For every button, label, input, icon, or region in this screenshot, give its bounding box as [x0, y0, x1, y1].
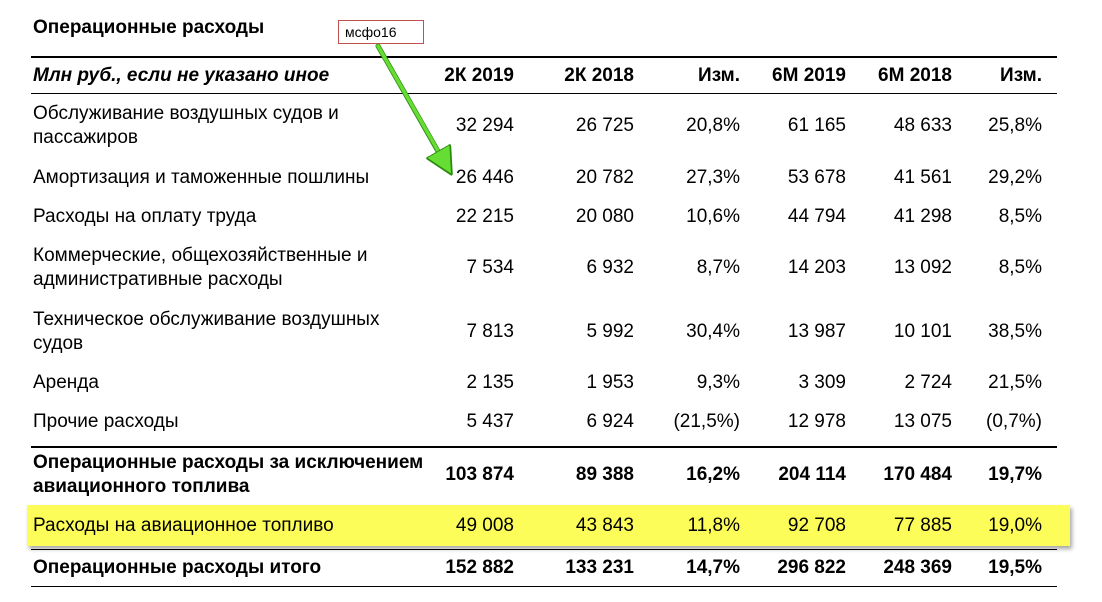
cell-6m-2019: 53 678 — [787, 167, 846, 188]
cell-q-change: 10,6% — [686, 206, 740, 227]
cell-6m-2019: 12 978 — [787, 411, 846, 432]
total-rule — [31, 549, 1057, 550]
cell-q2-2018: 133 231 — [565, 557, 634, 578]
cell-6m-2018: 13 075 — [893, 411, 952, 432]
cell-6m-change: 19,7% — [988, 464, 1042, 485]
table-row: Расходы на оплату труда 22 215 20 080 10… — [0, 203, 1102, 231]
header-rule — [31, 93, 1057, 94]
cell-6m-change: 29,2% — [988, 167, 1042, 188]
cell-q2-2019: 26 446 — [455, 167, 514, 188]
cell-q-change: 16,2% — [686, 464, 740, 485]
header-col-q2-2019: 2К 2019 — [444, 65, 514, 86]
table-row: Обслуживание воздушных судов и пассажиро… — [0, 101, 1102, 151]
cell-6m-2019: 296 822 — [777, 557, 846, 578]
cell-6m-2019: 204 114 — [778, 464, 846, 485]
cell-q2-2019: 7 813 — [466, 321, 514, 342]
cell-6m-change: 8,5% — [998, 257, 1042, 278]
row-label: Расходы на авиационное топливо — [33, 515, 334, 536]
fuel-row: Расходы на авиационное топливо 49 008 43… — [0, 511, 1102, 541]
cell-q2-2019: 103 874 — [445, 464, 514, 485]
table-row: Техническое обслуживание воздушных судов… — [0, 307, 1102, 357]
row-label: Обслуживание воздушных судов и пассажиро… — [33, 103, 339, 148]
cell-q-change: (21,5%) — [673, 411, 740, 432]
cell-6m-change: 8,5% — [998, 206, 1042, 227]
table-row: Прочие расходы 5 437 6 924 (21,5%) 12 97… — [0, 408, 1102, 436]
cell-q2-2018: 5 992 — [586, 321, 634, 342]
cell-6m-change: 19,0% — [988, 515, 1042, 536]
cell-6m-2019: 13 987 — [787, 321, 846, 342]
cell-q2-2019: 7 534 — [466, 257, 514, 278]
cell-6m-2019: 92 708 — [787, 515, 846, 536]
cell-6m-change: 19,5% — [988, 557, 1042, 578]
table-row: Амортизация и таможенные пошлины 26 446 … — [0, 164, 1102, 192]
total-row: Операционные расходы итого 152 882 133 2… — [0, 553, 1102, 583]
cell-q2-2018: 26 725 — [575, 115, 634, 136]
cell-q2-2019: 152 882 — [445, 557, 514, 578]
cell-q2-2018: 1 953 — [586, 372, 634, 393]
cell-q-change: 11,8% — [687, 515, 740, 536]
cell-q2-2019: 32 294 — [455, 115, 514, 136]
row-label: Прочие расходы — [33, 411, 179, 432]
subtotal-rule — [31, 446, 1057, 448]
cell-6m-change: 21,5% — [988, 372, 1042, 393]
table-row: Коммерческие, общехозяйственные и админи… — [0, 243, 1102, 293]
table-row: Аренда 2 135 1 953 9,3% 3 309 2 724 21,5… — [0, 369, 1102, 397]
cell-q2-2019: 2 135 — [466, 372, 514, 393]
cell-6m-2018: 13 092 — [893, 257, 952, 278]
cell-q-change: 9,3% — [696, 372, 740, 393]
cell-q2-2018: 43 843 — [575, 515, 634, 536]
row-label: Аренда — [33, 372, 99, 393]
cell-6m-2018: 48 633 — [893, 115, 952, 136]
header-label: Млн руб., если не указано иное — [33, 65, 330, 86]
cell-q2-2018: 20 080 — [575, 206, 634, 227]
table-header-row: Млн руб., если не указано иное 2К 2019 2… — [0, 60, 1102, 92]
header-col-6m-2019: 6М 2019 — [772, 65, 846, 86]
fuel-row-highlight — [27, 505, 1070, 546]
cell-6m-2019: 44 794 — [787, 206, 846, 227]
cell-6m-2018: 10 101 — [893, 321, 952, 342]
cell-q-change: 8,7% — [696, 257, 740, 278]
cell-6m-2019: 14 203 — [787, 257, 846, 278]
cell-6m-2018: 2 724 — [904, 372, 952, 393]
cell-q2-2018: 6 932 — [586, 257, 634, 278]
cell-6m-change: (0,7%) — [986, 411, 1042, 432]
cell-q-change: 30,4% — [686, 321, 740, 342]
cell-q-change: 20,8% — [686, 115, 740, 136]
row-label: Расходы на оплату труда — [33, 206, 257, 227]
cell-q-change: 27,3% — [686, 167, 740, 188]
cell-6m-2019: 61 165 — [787, 115, 846, 136]
top-rule — [31, 56, 1057, 58]
bottom-rule — [31, 586, 1057, 587]
cell-6m-change: 38,5% — [988, 321, 1042, 342]
cell-q2-2019: 49 008 — [455, 515, 514, 536]
row-label: Операционные расходы итого — [33, 557, 322, 578]
row-label: Коммерческие, общехозяйственные и админи… — [33, 245, 368, 290]
table-title: Операционные расходы — [33, 17, 265, 38]
cell-q2-2018: 6 924 — [586, 411, 634, 432]
row-label: Техническое обслуживание воздушных судов — [33, 309, 380, 354]
cell-6m-change: 25,8% — [988, 115, 1042, 136]
cell-6m-2018: 170 484 — [883, 464, 952, 485]
row-label: Операционные расходы за исключением авиа… — [33, 452, 424, 497]
subtotal-row: Операционные расходы за исключением авиа… — [0, 450, 1102, 500]
cell-6m-2018: 41 298 — [893, 206, 952, 227]
cell-q2-2018: 89 388 — [575, 464, 634, 485]
header-col-6m-change: Изм. — [1000, 65, 1042, 86]
cell-q2-2019: 22 215 — [455, 206, 514, 227]
cell-q2-2018: 20 782 — [575, 167, 634, 188]
row-label: Амортизация и таможенные пошлины — [33, 167, 370, 188]
header-col-q-change: Изм. — [698, 65, 740, 86]
cell-6m-2018: 248 369 — [883, 557, 952, 578]
cell-6m-2018: 77 885 — [893, 515, 952, 536]
cell-q2-2019: 5 437 — [466, 411, 514, 432]
cell-q-change: 14,7% — [686, 557, 740, 578]
annotation-callout: мсфо16 — [338, 20, 424, 44]
header-col-6m-2018: 6М 2018 — [878, 65, 952, 86]
cell-6m-2018: 41 561 — [893, 167, 952, 188]
cell-6m-2019: 3 309 — [798, 372, 846, 393]
header-col-q2-2018: 2К 2018 — [564, 65, 634, 86]
